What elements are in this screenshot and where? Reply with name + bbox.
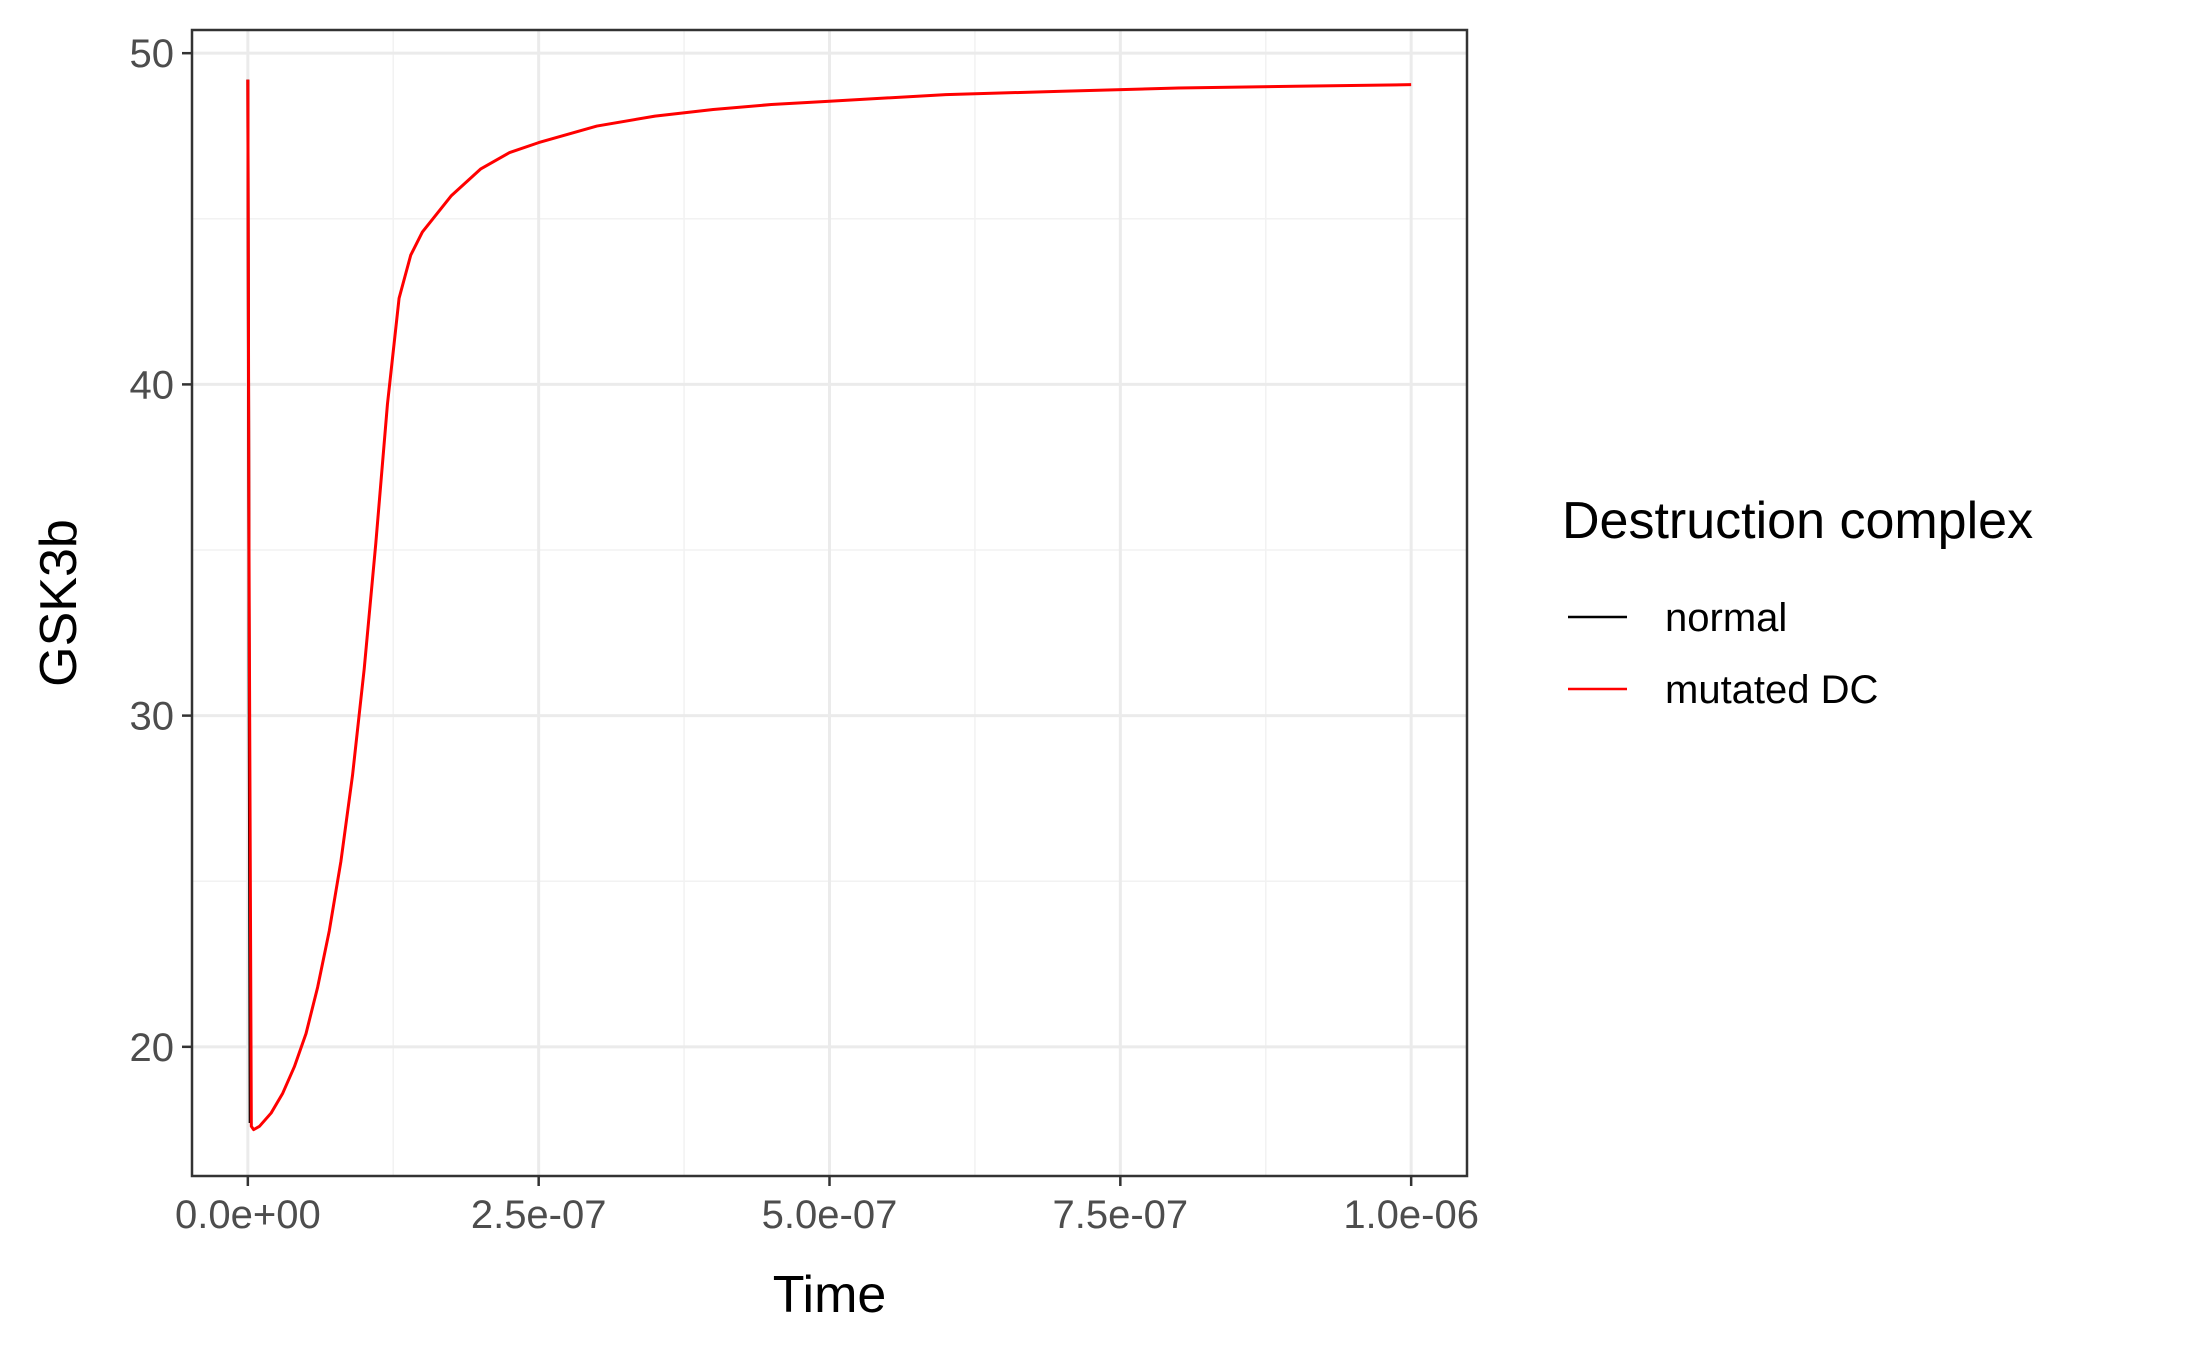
x-tick-label: 0.0e+00 (175, 1193, 321, 1237)
y-tick-label: 50 (130, 32, 175, 76)
y-axis-title: GSK3b (30, 519, 88, 687)
y-tick-label: 40 (130, 363, 175, 407)
x-tick-label: 1.0e-06 (1343, 1193, 1479, 1237)
x-tick-label: 5.0e-07 (762, 1193, 898, 1237)
legend-title: Destruction complex (1562, 492, 2033, 550)
legend: Destruction complex normal mutated DC (1562, 492, 2033, 712)
x-axis-title: Time (773, 1266, 887, 1324)
x-tick-label: 2.5e-07 (471, 1193, 607, 1237)
legend-label-mutated-dc: mutated DC (1665, 668, 1878, 712)
y-tick-label: 30 (130, 695, 175, 739)
legend-label-normal: normal (1665, 596, 1787, 640)
y-tick-label: 20 (130, 1026, 175, 1070)
x-tick-label: 7.5e-07 (1052, 1193, 1188, 1237)
series-line-mutated-dc (246, 79, 1412, 1132)
x-axis: 0.0e+00 2.5e-07 5.0e-07 7.5e-07 1.0e-06 (175, 1176, 1479, 1237)
y-axis: 20 30 40 50 (130, 32, 192, 1070)
series-layer (246, 79, 1412, 1132)
